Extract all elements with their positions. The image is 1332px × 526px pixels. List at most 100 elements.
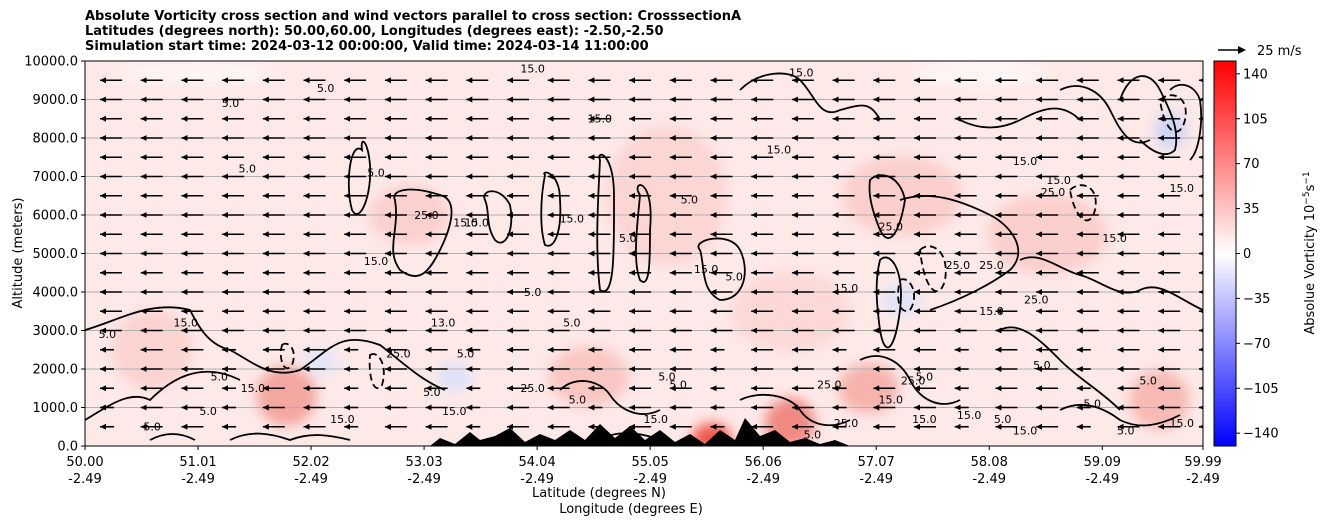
negative-contour-line [1069,184,1097,222]
colorbar: 140 105 70 35 0 −35 −70 −105 −140 Absolue Vortici… [1213,60,1318,447]
contour-label: 15.0 [789,66,814,79]
negative-contour-line [919,245,947,292]
contour-label: 25.0 [901,374,926,387]
shading-patch [302,346,339,377]
contour-label: 15.0 [1013,155,1038,168]
contour-label: 15.0 [173,317,198,330]
x-tick-lat: 54.04 [519,455,556,470]
y-tick-label: 3000.0 [33,324,79,339]
colorbar-tick-label: 0 [1243,247,1251,262]
contour-label: 15.0 [1169,182,1194,195]
contour-label: 15.0 [453,217,478,230]
contour-line [392,188,453,277]
contour-label: 5.0 [211,371,229,384]
shading-patch [548,346,629,407]
contour-line [739,72,881,121]
y-tick-label: 7000.0 [33,170,79,185]
contour-label: 25.0 [1041,186,1066,199]
negative-contour-line [1159,94,1187,133]
contour-label: 25.0 [834,417,859,430]
shading-patch [838,363,899,414]
contour-label: 5.0 [317,82,335,95]
contour-label: 15.0 [912,413,937,426]
terrain [430,418,850,446]
contour-label: 5.0 [367,167,385,180]
y-tick-label: 0.0 [57,440,78,455]
contour-line [635,184,652,283]
contour-label: 15.0 [694,263,719,276]
contour-label: 5.0 [1139,374,1157,387]
contour-label: 5.0 [658,371,676,384]
x-tick-lon: -2.49 [407,472,441,487]
contour-line [999,326,1121,411]
contour-label: 25.0 [817,378,842,391]
x-axis-label-lon: Longitude (degrees E) [559,502,703,517]
axes: 0.0 1000.0 2000.0 3000.0 4000.0 5000.0 6000.0 7… [11,44,1302,517]
contour-label: 25.0 [520,382,545,395]
y-tick-label: 5000.0 [33,247,79,262]
colorbar-tick-label: 140 [1243,67,1268,82]
shading-patch [436,362,473,391]
contour-line [859,355,961,405]
x-axis-label-lat: Latitude (degrees N) [532,486,666,501]
y-tick-label: 8000.0 [33,132,79,147]
x-tick-lon: -2.49 [1186,472,1220,487]
contour-label: 15.0 [644,413,669,426]
contour-label: 15.0 [364,255,389,268]
plot-area: 5.015.05.015.05.05.05.05.025.015.015.013… [85,60,1203,447]
contour-label: 15.0 [1169,417,1194,430]
contour-line [1059,85,1151,144]
contour-label: 15.0 [767,143,792,156]
contour-label: 5.0 [994,413,1012,426]
x-tick-lon: -2.49 [746,472,780,487]
y-tick-label: 6000.0 [33,209,79,224]
y-axis-label: Altitude (meters) [11,198,26,309]
colorbar-tick-label: −70 [1243,337,1270,352]
contour-line [559,380,661,415]
contour-line [347,140,372,215]
contour-line [229,432,351,441]
contour-label: 5.0 [569,394,587,407]
contour-label: 15.0 [330,413,355,426]
contour-label: 5.0 [1083,398,1101,411]
contour-label: 15.0 [241,382,266,395]
contour-label: 15.0 [879,394,904,407]
contour-line [596,153,615,293]
contour-line [149,433,196,441]
x-tick-lat: 50.00 [66,455,103,470]
contour-label: 5.0 [804,428,822,441]
x-tick-lon: -2.49 [294,472,328,487]
x-tick-lon: -2.49 [181,472,215,487]
colorbar-gradient [1213,60,1237,447]
contour-label: 5.0 [1033,359,1051,372]
y-tick-label: 9000.0 [33,93,79,108]
contour-label: 15.0 [560,213,585,226]
contour-label: 5.0 [199,405,217,418]
contour-label: 5.0 [524,286,542,299]
colorbar-tick-label: 105 [1243,112,1268,127]
contour-label: 5.0 [681,193,699,206]
contour-label: 25.0 [1024,294,1049,307]
wind-vectors [100,77,1203,430]
colorbar-tick-label: −35 [1243,292,1270,307]
shading-patch [1154,112,1187,149]
colorbar-tick-label: 35 [1243,202,1260,217]
contour-label: 5.0 [239,163,257,176]
chart-title: Absolute Vorticity cross section and win… [85,9,742,54]
y-tick-label: 1000.0 [33,401,79,416]
x-tick-lat: 58.08 [971,455,1008,470]
contour-label: 15.0 [1046,174,1071,187]
contour-label: 15.0 [1013,424,1038,437]
x-tick-lon: -2.49 [633,472,667,487]
contour-label: 25.0 [386,347,411,360]
x-tick-lon: -2.49 [1085,472,1119,487]
contour-label: 5.0 [916,371,934,384]
x-tick-lat: 53.03 [405,455,442,470]
x-tick-lat: 59.99 [1184,455,1221,470]
y-tick-label: 4000.0 [33,286,79,301]
quiver-key-arrowhead [1238,46,1246,54]
contour-line [85,370,241,421]
y-tick-label: 2000.0 [33,363,79,378]
contour-label: 13.0 [431,317,456,330]
